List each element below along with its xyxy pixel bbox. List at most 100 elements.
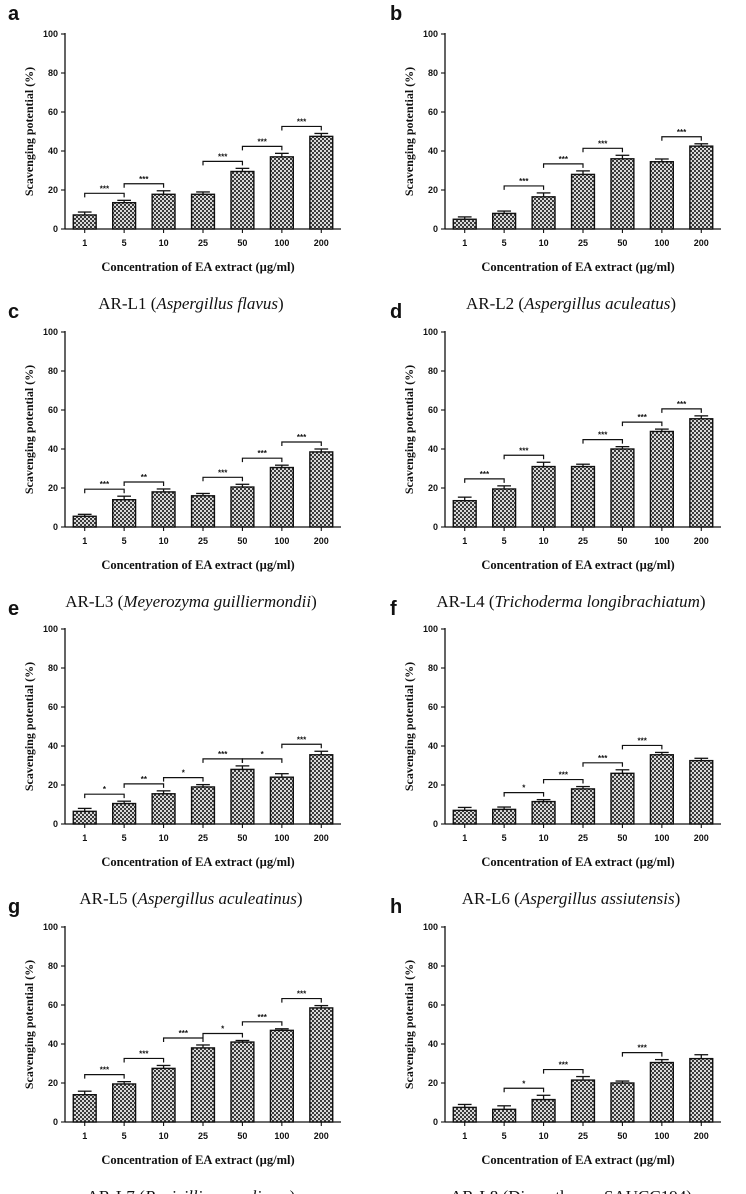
significance-bracket [582, 147, 624, 153]
caption-species: Trichoderma longibrachiatum [494, 592, 699, 611]
significance-bracket [503, 792, 545, 797]
bar-25 [570, 465, 596, 528]
x-tick-label: 1 [462, 536, 467, 546]
x-tick-label: 1 [82, 536, 87, 546]
bar-1 [72, 810, 97, 825]
bar-1 [452, 1106, 477, 1123]
caption-prefix: AR-L5 ( [79, 889, 137, 908]
bar-50 [610, 1082, 635, 1123]
y-tick-label: 40 [428, 146, 438, 156]
significance-label: *** [598, 754, 608, 763]
caption-suffix: ) [675, 889, 681, 908]
chart-panel-c: c 0 20 40 60 80 100 Scavenging potential (%) 1 5 1… [8, 301, 341, 611]
bar-200 [689, 145, 714, 230]
x-axis-label: Concentration of EA extract (µg/ml) [481, 1153, 674, 1167]
bar-5 [112, 201, 137, 230]
y-tick-label: 0 [53, 522, 58, 532]
bar-10 [151, 193, 176, 230]
panel-letter: a [8, 3, 20, 25]
bar-100 [269, 1029, 294, 1123]
x-tick-label: 50 [237, 536, 247, 546]
y-tick-label: 80 [428, 663, 438, 673]
x-tick-label: 200 [314, 238, 329, 248]
x-axis-label: Concentration of EA extract (µg/ml) [101, 260, 294, 274]
chart-panel-h: h 0 20 40 60 80 100 Scavenging potential (%) 1 5 1… [390, 896, 721, 1194]
x-tick-label: 25 [578, 238, 588, 248]
significance-bracket [464, 478, 505, 483]
x-tick-label: 5 [502, 536, 507, 546]
y-tick-label: 0 [433, 522, 438, 532]
significance-label: * [522, 784, 526, 793]
bar-1 [452, 499, 477, 528]
bar-5 [492, 808, 517, 825]
bar-5 [112, 1083, 137, 1123]
bar-50 [230, 1041, 255, 1123]
bar-25 [190, 786, 216, 825]
caption-suffix: ) [311, 592, 317, 611]
x-tick-label: 10 [539, 238, 549, 248]
caption-prefix: AR-L7 ( [87, 1187, 145, 1194]
y-tick-label: 40 [48, 1039, 58, 1049]
x-tick-label: 100 [654, 536, 669, 546]
significance-bracket [621, 744, 663, 750]
significance-label: *** [677, 400, 687, 409]
x-tick-label: 25 [198, 238, 208, 248]
x-axis-label: Concentration of EA extract (µg/ml) [101, 558, 294, 572]
significance-label: *** [100, 1066, 110, 1075]
x-tick-label: 10 [159, 238, 169, 248]
x-axis-label: Concentration of EA extract (µg/ml) [481, 260, 674, 274]
y-tick-label: 40 [428, 1039, 438, 1049]
significance-label: *** [559, 1061, 569, 1070]
bar-50 [230, 170, 255, 230]
y-tick-label: 100 [423, 29, 438, 39]
y-tick-label: 0 [433, 819, 438, 829]
x-tick-label: 5 [122, 536, 127, 546]
x-axis-label: Concentration of EA extract (µg/ml) [481, 558, 674, 572]
caption-prefix: AR-L8 ( [450, 1187, 508, 1194]
significance-bracket [162, 777, 204, 782]
bar-1 [72, 515, 97, 528]
x-tick-label: 10 [159, 1131, 169, 1141]
bar-5 [112, 802, 137, 825]
x-tick-label: 5 [122, 1131, 127, 1141]
caption-suffix: ) [670, 294, 676, 313]
x-tick-label: 5 [502, 1131, 507, 1141]
significance-bracket [202, 160, 244, 166]
chart-panel-e: e 0 20 40 60 80 100 Scavenging potential (%) 1 5 1… [8, 598, 341, 908]
y-tick-label: 20 [48, 780, 58, 790]
significance-label: *** [559, 155, 569, 164]
bar-25 [570, 1079, 596, 1123]
panel-caption: AR-L1 (Aspergillus flavus) [98, 294, 283, 313]
bar-10 [531, 196, 556, 230]
significance-bracket [202, 758, 244, 763]
x-tick-label: 100 [654, 1131, 669, 1141]
x-tick-label: 5 [502, 238, 507, 248]
x-tick-label: 50 [617, 1131, 627, 1141]
y-tick-label: 40 [48, 146, 58, 156]
panel-letter: b [390, 3, 402, 25]
bar-50 [610, 158, 635, 230]
bar-10 [151, 1067, 176, 1123]
x-tick-label: 10 [539, 833, 549, 843]
panel-caption: AR-L3 (Meyerozyma guilliermondii) [65, 592, 317, 611]
bar-200 [309, 754, 334, 825]
chart-panel-d: d 0 20 40 60 80 100 Scavenging potential (%) 1 5 1… [390, 301, 721, 611]
significance-bracket [582, 762, 624, 767]
caption-suffix: ) [297, 889, 303, 908]
x-tick-label: 10 [159, 536, 169, 546]
significance-bracket [202, 1032, 244, 1038]
x-tick-label: 200 [694, 1131, 709, 1141]
x-tick-label: 50 [237, 238, 247, 248]
significance-bracket [241, 145, 283, 151]
x-tick-label: 50 [617, 238, 627, 248]
significance-bracket [542, 778, 584, 784]
x-tick-label: 200 [694, 536, 709, 546]
y-axis-label: Scavenging potential (%) [22, 67, 36, 196]
caption-prefix: AR-L3 ( [65, 592, 123, 611]
bar-5 [112, 499, 137, 528]
significance-bracket [542, 1068, 584, 1074]
significance-bracket [503, 454, 545, 460]
y-tick-label: 80 [428, 68, 438, 78]
bar-100 [269, 156, 294, 230]
